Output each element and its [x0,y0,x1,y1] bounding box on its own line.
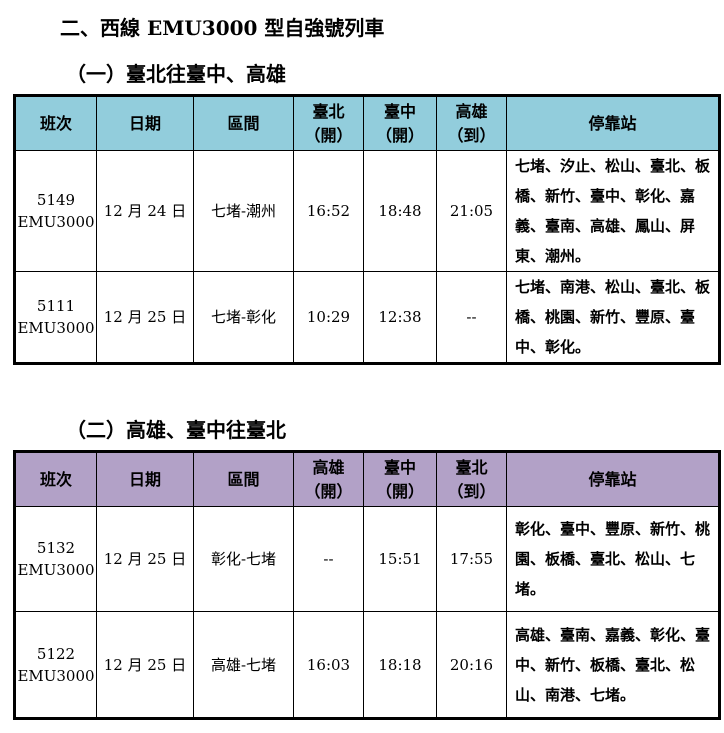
column-header: 停靠站 [506,95,720,151]
route-cell: 七堵-潮州 [193,150,294,272]
train-type: EMU3000 [17,666,95,685]
column-header: 高雄 （開） [293,451,364,507]
time-cell: -- [293,505,364,613]
timetable-to-taipei: 班次 日期 區間 高雄 （開） 臺中 （開） 臺北 （到） 停靠站 5132 EMU3000 12… [13,450,721,720]
stops-cell: 彰化、臺中、豐原、新竹、桃園、板橋、臺北、松山、七堵。 [506,505,720,613]
column-header: 日期 [96,451,194,507]
column-header: 臺北 （到） [436,451,507,507]
table-row: 5111 EMU3000 12 月 25 日七堵-彰化 10:29 12:38 -- 七堵、… [14,271,720,364]
date-cell: 12 月 24 日 [96,150,194,272]
column-header: 臺中 （開） [363,95,437,151]
table-row: 5149 EMU3000 12 月 24 日七堵-潮州 16:52 18:48 21:05… [14,150,720,272]
time-cell: 20:16 [436,611,507,719]
train-type: EMU3000 [17,319,95,337]
column-header: 班次 [14,451,97,507]
section-title-north: （二）高雄、臺中往臺北 [66,418,286,442]
route-cell: 彰化-七堵 [193,505,294,613]
time-cell: 12:38 [363,271,437,364]
table-row: 5122 EMU3000 12 月 25 日高雄-七堵 16:03 18:18 20:16… [14,611,720,719]
time-cell: 18:48 [363,150,437,272]
train-number-cell: 5111 EMU3000 [14,271,97,364]
time-cell: 10:29 [293,271,364,364]
time-cell: 16:03 [293,611,364,719]
time-cell: 17:55 [436,505,507,613]
time-cell: 21:05 [436,150,507,272]
train-number-cell: 5149 EMU3000 [14,150,97,272]
section-title-northbound-south: （一）臺北往臺中、高雄 [66,62,286,86]
column-header: 區間 [193,95,294,151]
route-cell: 七堵-彰化 [193,271,294,364]
column-header: 高雄 （到） [436,95,507,151]
column-header: 班次 [14,95,97,151]
stops-cell: 高雄、臺南、嘉義、彰化、臺中、新竹、板橋、臺北、松山、南港、七堵。 [506,611,720,719]
column-header: 日期 [96,95,194,151]
train-number: 5111 [36,297,76,315]
date-cell: 12 月 25 日 [96,505,194,613]
train-number: 5132 [36,539,76,558]
stops-cell: 七堵、汐止、松山、臺北、板橋、新竹、臺中、彰化、嘉義、臺南、高雄、鳳山、屏東、潮… [506,150,720,272]
date-cell: 12 月 25 日 [96,611,194,719]
column-header: 停靠站 [506,451,720,507]
time-cell: 16:52 [293,150,364,272]
train-number-cell: 5122 EMU3000 [14,611,97,719]
train-type: EMU3000 [17,213,95,231]
table-row: 5132 EMU3000 12 月 25 日彰化-七堵 -- 15:51 17:55 彰化、… [14,505,720,613]
train-number: 5149 [36,191,76,209]
document-heading: 二、西線 EMU3000 型自強號列車 [60,16,385,40]
time-cell: 18:18 [363,611,437,719]
route-cell: 高雄-七堵 [193,611,294,719]
train-type: EMU3000 [17,561,95,580]
column-header: 區間 [193,451,294,507]
time-cell: -- [436,271,507,364]
time-cell: 15:51 [363,505,437,613]
date-cell: 12 月 25 日 [96,271,194,364]
timetable-taipei-south: 班次 日期 區間 臺北 （開） 臺中 （開） 高雄 （到） 停靠站 5149 EMU3000 12… [13,94,721,365]
train-number-cell: 5132 EMU3000 [14,505,97,613]
column-header: 臺中 （開） [363,451,437,507]
column-header: 臺北 （開） [293,95,364,151]
stops-cell: 七堵、南港、松山、臺北、板橋、桃園、新竹、豐原、臺中、彰化。 [506,271,720,364]
train-number: 5122 [36,644,76,663]
